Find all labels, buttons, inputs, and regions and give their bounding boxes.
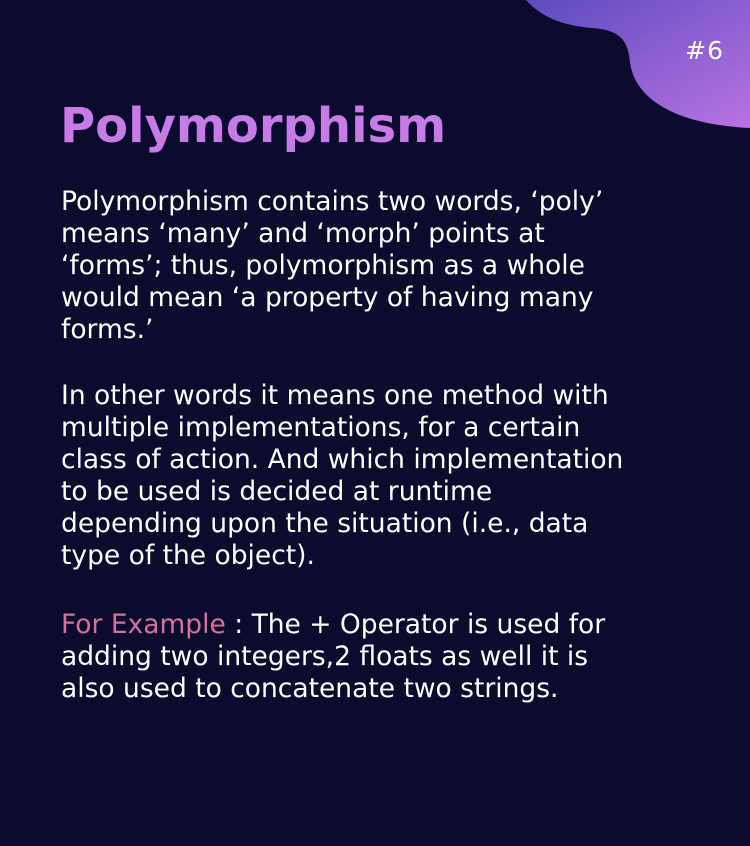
text-line: multiple implementations, for a certain [61,412,581,443]
text-line: adding two integers,2 floats as well it … [61,641,589,672]
text-line: For Example : The + Operator is used for [61,609,721,641]
corner-blob-decoration [526,0,750,128]
slide-title: Polymorphism [60,98,447,154]
text-line: class of action. And which implementatio… [61,444,624,475]
text-line: forms.’ [61,314,154,345]
text-line: would mean ‘a property of having many [61,282,594,313]
definition-paragraph: Polymorphism contains two words, ‘poly’ … [61,186,721,346]
slide-number: #6 [685,36,724,65]
text-line: to be used is decided at runtime [61,476,493,507]
example-paragraph: For Example : The + Operator is used for… [61,609,721,705]
example-first-line: : The + Operator is used for [225,609,606,640]
example-label: For Example [61,609,226,640]
text-line: depending upon the situation (i.e., data [61,508,589,539]
text-line: Polymorphism contains two words, ‘poly’ [61,186,604,217]
text-line: type of the object). [61,540,315,571]
text-line: means ‘many’ and ‘morph’ points at [61,218,545,249]
text-line: In other words it means one method with [61,380,609,411]
text-line: ‘forms’; thus, polymorphism as a whole [61,250,585,281]
text-line: also used to concatenate two strings. [61,673,559,704]
explanation-paragraph: In other words it means one method with … [61,380,721,572]
